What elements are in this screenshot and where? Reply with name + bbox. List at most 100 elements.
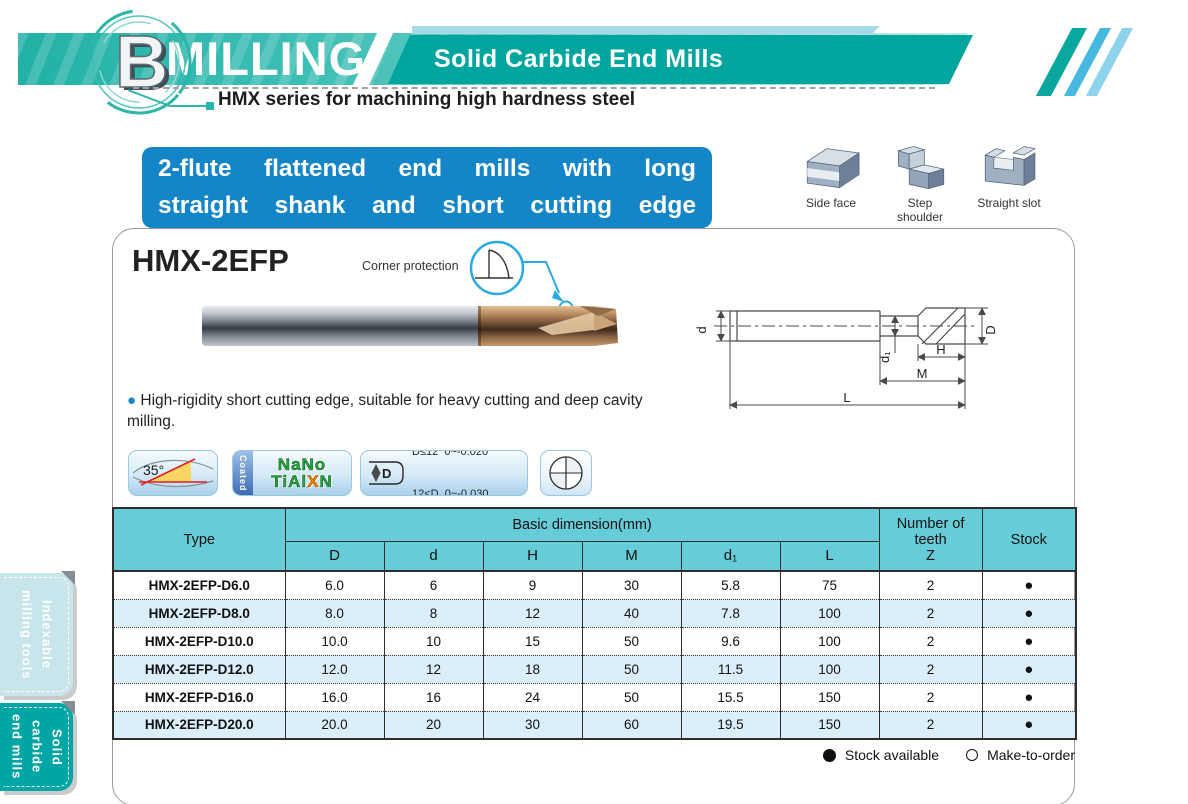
sidebar-tab-indexable-milling-tools: Indexable milling tools	[0, 571, 75, 696]
straight-slot-icon	[984, 146, 1036, 187]
header-slashes-icon	[1035, 28, 1148, 96]
dimension-cell: 19.5	[680, 710, 781, 739]
table-row: HMX-2EFP-D8.0 8.0 8 12 40 7.8 100 2 ●	[112, 598, 1077, 627]
dimension-cell: 6	[383, 570, 484, 599]
coating-line1: NaNo	[277, 455, 327, 474]
tolerance-diagram-icon: D	[369, 461, 404, 485]
bullet-dot-icon: ●	[127, 392, 137, 409]
two-flute-section-icon	[549, 456, 583, 490]
teeth-cell: 2	[878, 682, 983, 711]
table-row: HMX-2EFP-D16.0 16.0 16 24 50 15.5 150 2 ●	[112, 682, 1077, 711]
table-row: HMX-2EFP-D12.0 12.0 12 18 50 11.5 100 2 ●	[112, 654, 1077, 683]
dimension-cell: 12	[482, 598, 583, 627]
coating-name: NaNo TiAlXN	[253, 455, 351, 491]
dimension-cell: 10	[383, 626, 484, 655]
dim-label-d1: d₁	[877, 351, 892, 363]
dimension-cell: 8.0	[284, 598, 385, 627]
teeth-header-label: Number of teeth	[896, 515, 965, 548]
col-header-d: d	[383, 540, 484, 572]
feature-bullet: ● High-rigidity short cutting edge, suit…	[127, 391, 695, 433]
type-cell: HMX-2EFP-D6.0	[112, 570, 286, 599]
col-header-teeth: Number of teeth Z	[878, 507, 983, 572]
col-header-type: Type	[112, 507, 286, 572]
dimension-cell: 12.0	[284, 654, 385, 683]
application-label: Straight slot	[977, 196, 1041, 210]
col-header-M: M	[581, 540, 682, 572]
intro-title-box: 2-flute flattened end mills with long st…	[142, 147, 712, 228]
dimension-cell: 9.6	[680, 626, 781, 655]
dimension-cell: 50	[581, 682, 682, 711]
stock-available-label: Stock available	[844, 747, 940, 763]
dimension-cell: 50	[581, 654, 682, 683]
stock-cell: ●	[981, 682, 1077, 711]
tolerance-line1: D≤12 0~-0.020	[412, 450, 489, 458]
table-row: HMX-2EFP-D6.0 6.0 6 9 30 5.8 75 2 ●	[112, 570, 1077, 599]
corner-protection-callout-icon	[469, 240, 574, 316]
dimension-cell: 20.0	[284, 710, 385, 739]
col-header-stock: Stock	[981, 507, 1077, 572]
teeth-cell: 2	[878, 710, 983, 739]
col-header-L: L	[779, 540, 880, 572]
end-mill-photo	[202, 306, 618, 346]
spec-table-body: HMX-2EFP-D6.0 6.0 6 9 30 5.8 75 2 ● HMX-2EFP-D8.0…	[112, 570, 1077, 739]
stock-cell: ●	[981, 654, 1077, 683]
dimension-cell: 30	[581, 570, 682, 599]
dimension-cell: 18	[482, 654, 583, 683]
application-step-shoulder: Step shoulder	[883, 140, 957, 224]
type-cell: HMX-2EFP-D12.0	[112, 654, 286, 683]
coated-label: Coated	[233, 451, 253, 495]
stock-cell: ●	[981, 598, 1077, 627]
dimension-cell: 15	[482, 626, 583, 655]
intro-title-line1: 2-flute flattened end mills with long	[158, 155, 696, 182]
dimension-cell: 75	[779, 570, 880, 599]
dimension-cell: 150	[779, 710, 880, 739]
make-to-order-dot-icon	[966, 749, 979, 761]
stock-cell: ●	[981, 626, 1077, 655]
dimension-cell: 15.5	[680, 682, 781, 711]
section-letter: B	[115, 20, 168, 103]
dimension-cell: 30	[482, 710, 583, 739]
dimension-cell: 40	[581, 598, 682, 627]
type-cell: HMX-2EFP-D8.0	[112, 598, 286, 627]
tab-label: Indexable milling tools	[19, 589, 55, 680]
stock-cell: ●	[981, 710, 1077, 739]
dim-label-H: H	[936, 342, 945, 357]
type-cell: HMX-2EFP-D10.0	[112, 626, 286, 655]
tolerance-symbol: D	[382, 466, 391, 481]
teeth-cell: 2	[878, 570, 983, 599]
product-model: HMX-2EFP	[132, 243, 289, 278]
table-row: HMX-2EFP-D20.0 20.0 20 30 60 19.5 150 2 ●	[112, 710, 1077, 739]
dimension-cell: 16	[383, 682, 484, 711]
stock-legend: Stock available Make-to-order	[112, 747, 1075, 763]
make-to-order-label: Make-to-order	[987, 747, 1075, 763]
dimension-cell: 150	[779, 682, 880, 711]
flute-section-badge	[540, 450, 592, 496]
dim-label-M: M	[917, 366, 928, 381]
dimension-cell: 60	[581, 710, 682, 739]
tolerance-line2: 12<D 0~-0.030	[412, 488, 489, 496]
tab-label: Solid carbide end mills	[9, 714, 65, 780]
type-cell: HMX-2EFP-D20.0	[112, 710, 286, 739]
col-header-D: D	[284, 540, 385, 572]
coating-line2: TiAlXN	[271, 472, 333, 491]
feature-text: High-rigidity short cutting edge, suitab…	[127, 392, 643, 430]
dimension-cell: 100	[779, 598, 880, 627]
teeth-header-symbol: Z	[926, 547, 935, 564]
section-title: MILLING	[166, 32, 367, 85]
dimension-cell: 50	[581, 626, 682, 655]
dimension-cell: 6.0	[284, 570, 385, 599]
corner-protection-label: Corner protection	[362, 259, 459, 273]
dimension-cell: 8	[383, 598, 484, 627]
intro-title-line2: straight shank and short cutting edge	[158, 192, 696, 219]
dimension-cell: 100	[779, 654, 880, 683]
sidebar-tab-solid-carbide-end-mills: Solid carbide end mills	[0, 701, 75, 791]
helix-angle-badge: 35°	[128, 450, 218, 496]
dimension-cell: 16.0	[284, 682, 385, 711]
dimension-cell: 5.8	[680, 570, 781, 599]
side-face-icon	[806, 148, 861, 189]
stock-available-dot-icon	[822, 748, 836, 762]
section-b-logo: B B	[86, 9, 192, 115]
dim-label-D: D	[983, 325, 998, 334]
dimension-cell: 10.0	[284, 626, 385, 655]
dim-label-d: d	[694, 326, 709, 333]
